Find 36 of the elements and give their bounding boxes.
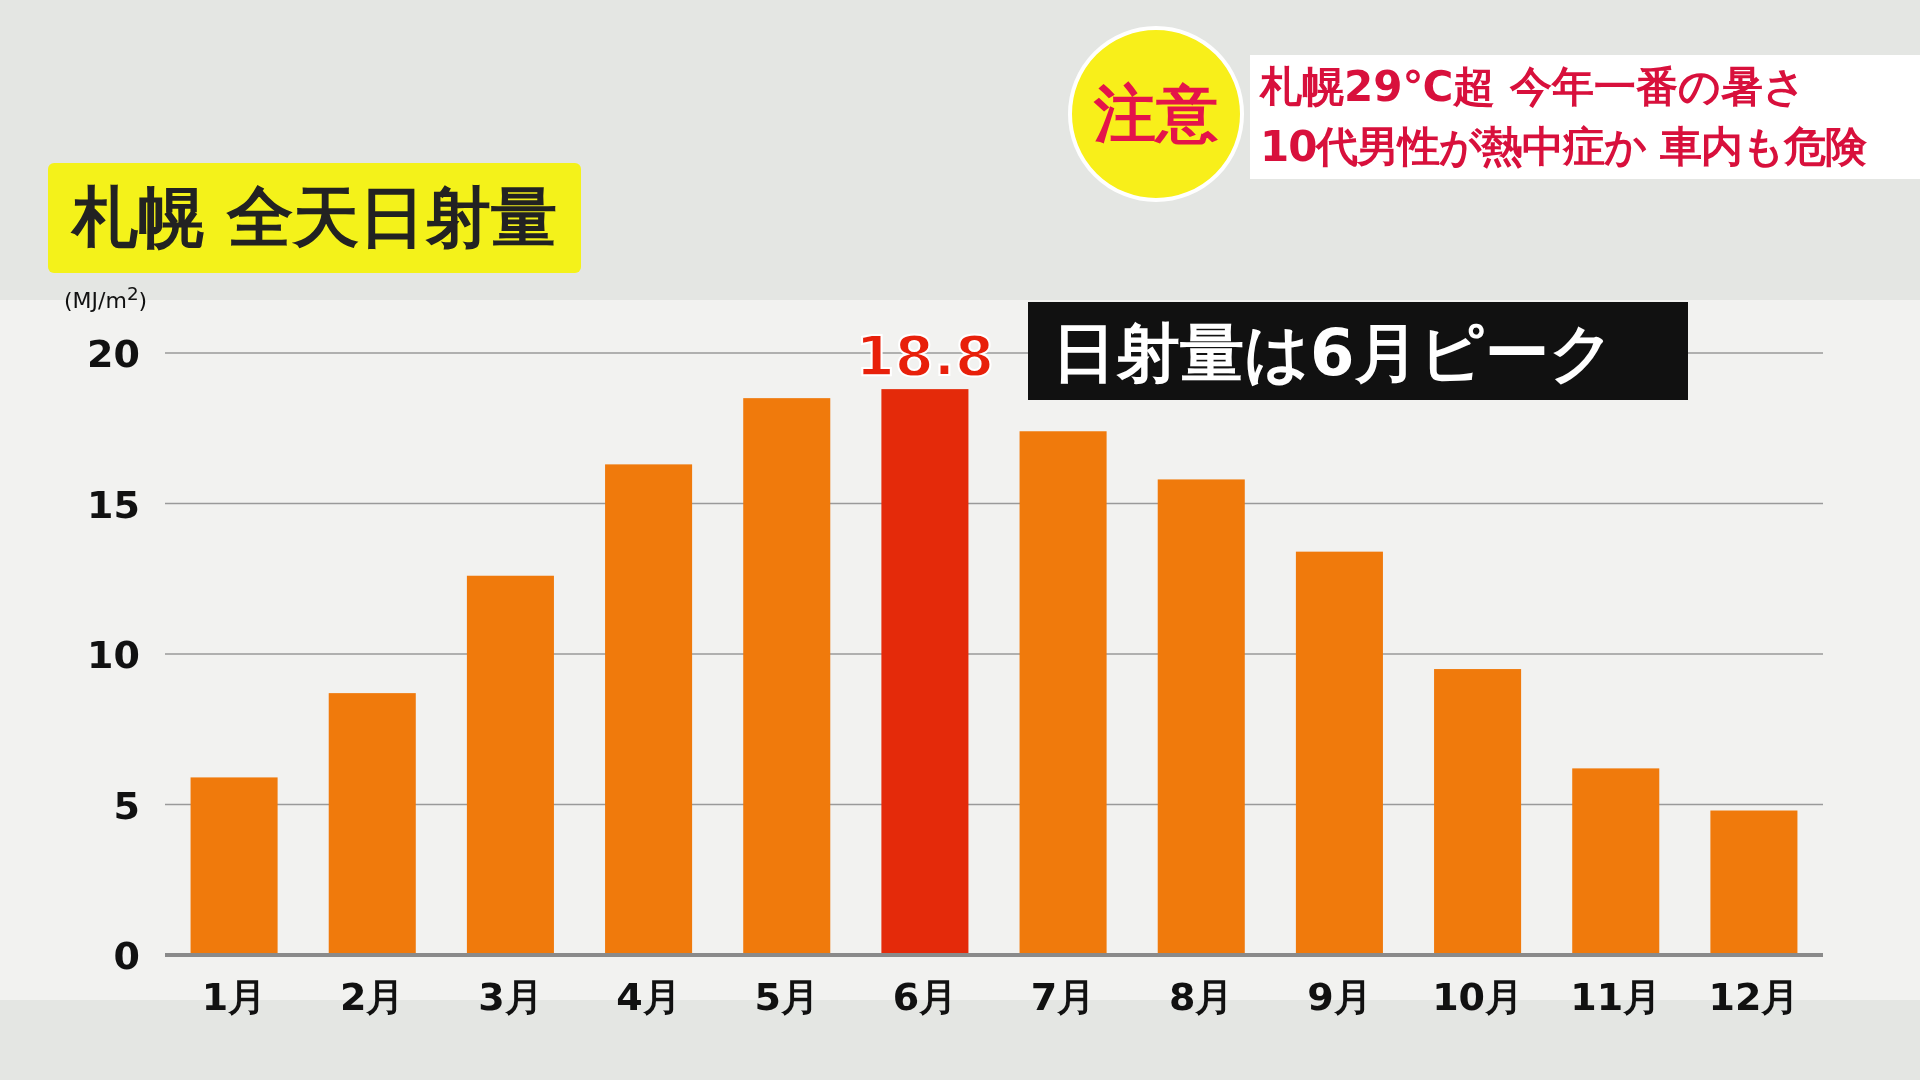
x-tick-label: 12月: [1708, 975, 1800, 1019]
bar: [743, 398, 831, 955]
y-tick-label: 10: [87, 633, 140, 677]
x-tick-label: 5月: [754, 975, 819, 1019]
bar: [190, 777, 278, 955]
bar: [1157, 479, 1245, 955]
text: 注意: [1068, 26, 1244, 202]
data-label: 18.8: [855, 323, 994, 389]
y-tick-label: 5: [113, 783, 140, 828]
bar: [1710, 810, 1798, 955]
bar: [605, 464, 693, 955]
x-tick-label: 9月: [1307, 975, 1372, 1019]
y-tick-label: 15: [87, 482, 140, 527]
x-tick-label: 2月: [340, 975, 405, 1019]
x-tick-label: 11月: [1570, 975, 1662, 1019]
y-tick-label: 20: [87, 332, 140, 376]
y-tick-label: 0: [113, 934, 140, 978]
chart-title: 札幌 全天日射量: [48, 163, 581, 273]
bar: [1019, 431, 1107, 955]
bar: [328, 693, 416, 955]
x-tick-label: 1月: [201, 975, 267, 1019]
x-tick-label: 3月: [478, 975, 543, 1019]
y-axis-title: (MJ/m$^{2}$): [64, 283, 148, 314]
text: 札幌29℃超 今年一番の暑さ: [1250, 55, 1920, 119]
bar: [881, 389, 969, 955]
x-tick-label: 8月: [1169, 975, 1234, 1019]
x-tick-label: 10月: [1432, 975, 1524, 1019]
annotation: 日射量は6月ピーク: [1028, 302, 1688, 400]
bar: [1295, 551, 1383, 955]
bar: [1434, 669, 1522, 955]
x-tick-label: 4月: [616, 975, 681, 1019]
bar: [466, 575, 554, 955]
x-tick-label: 7月: [1030, 975, 1096, 1019]
text: 10代男性が熱中症か 車内も危険: [1250, 115, 1920, 179]
x-tick-label: 6月: [892, 975, 958, 1019]
bar: [1572, 768, 1660, 955]
